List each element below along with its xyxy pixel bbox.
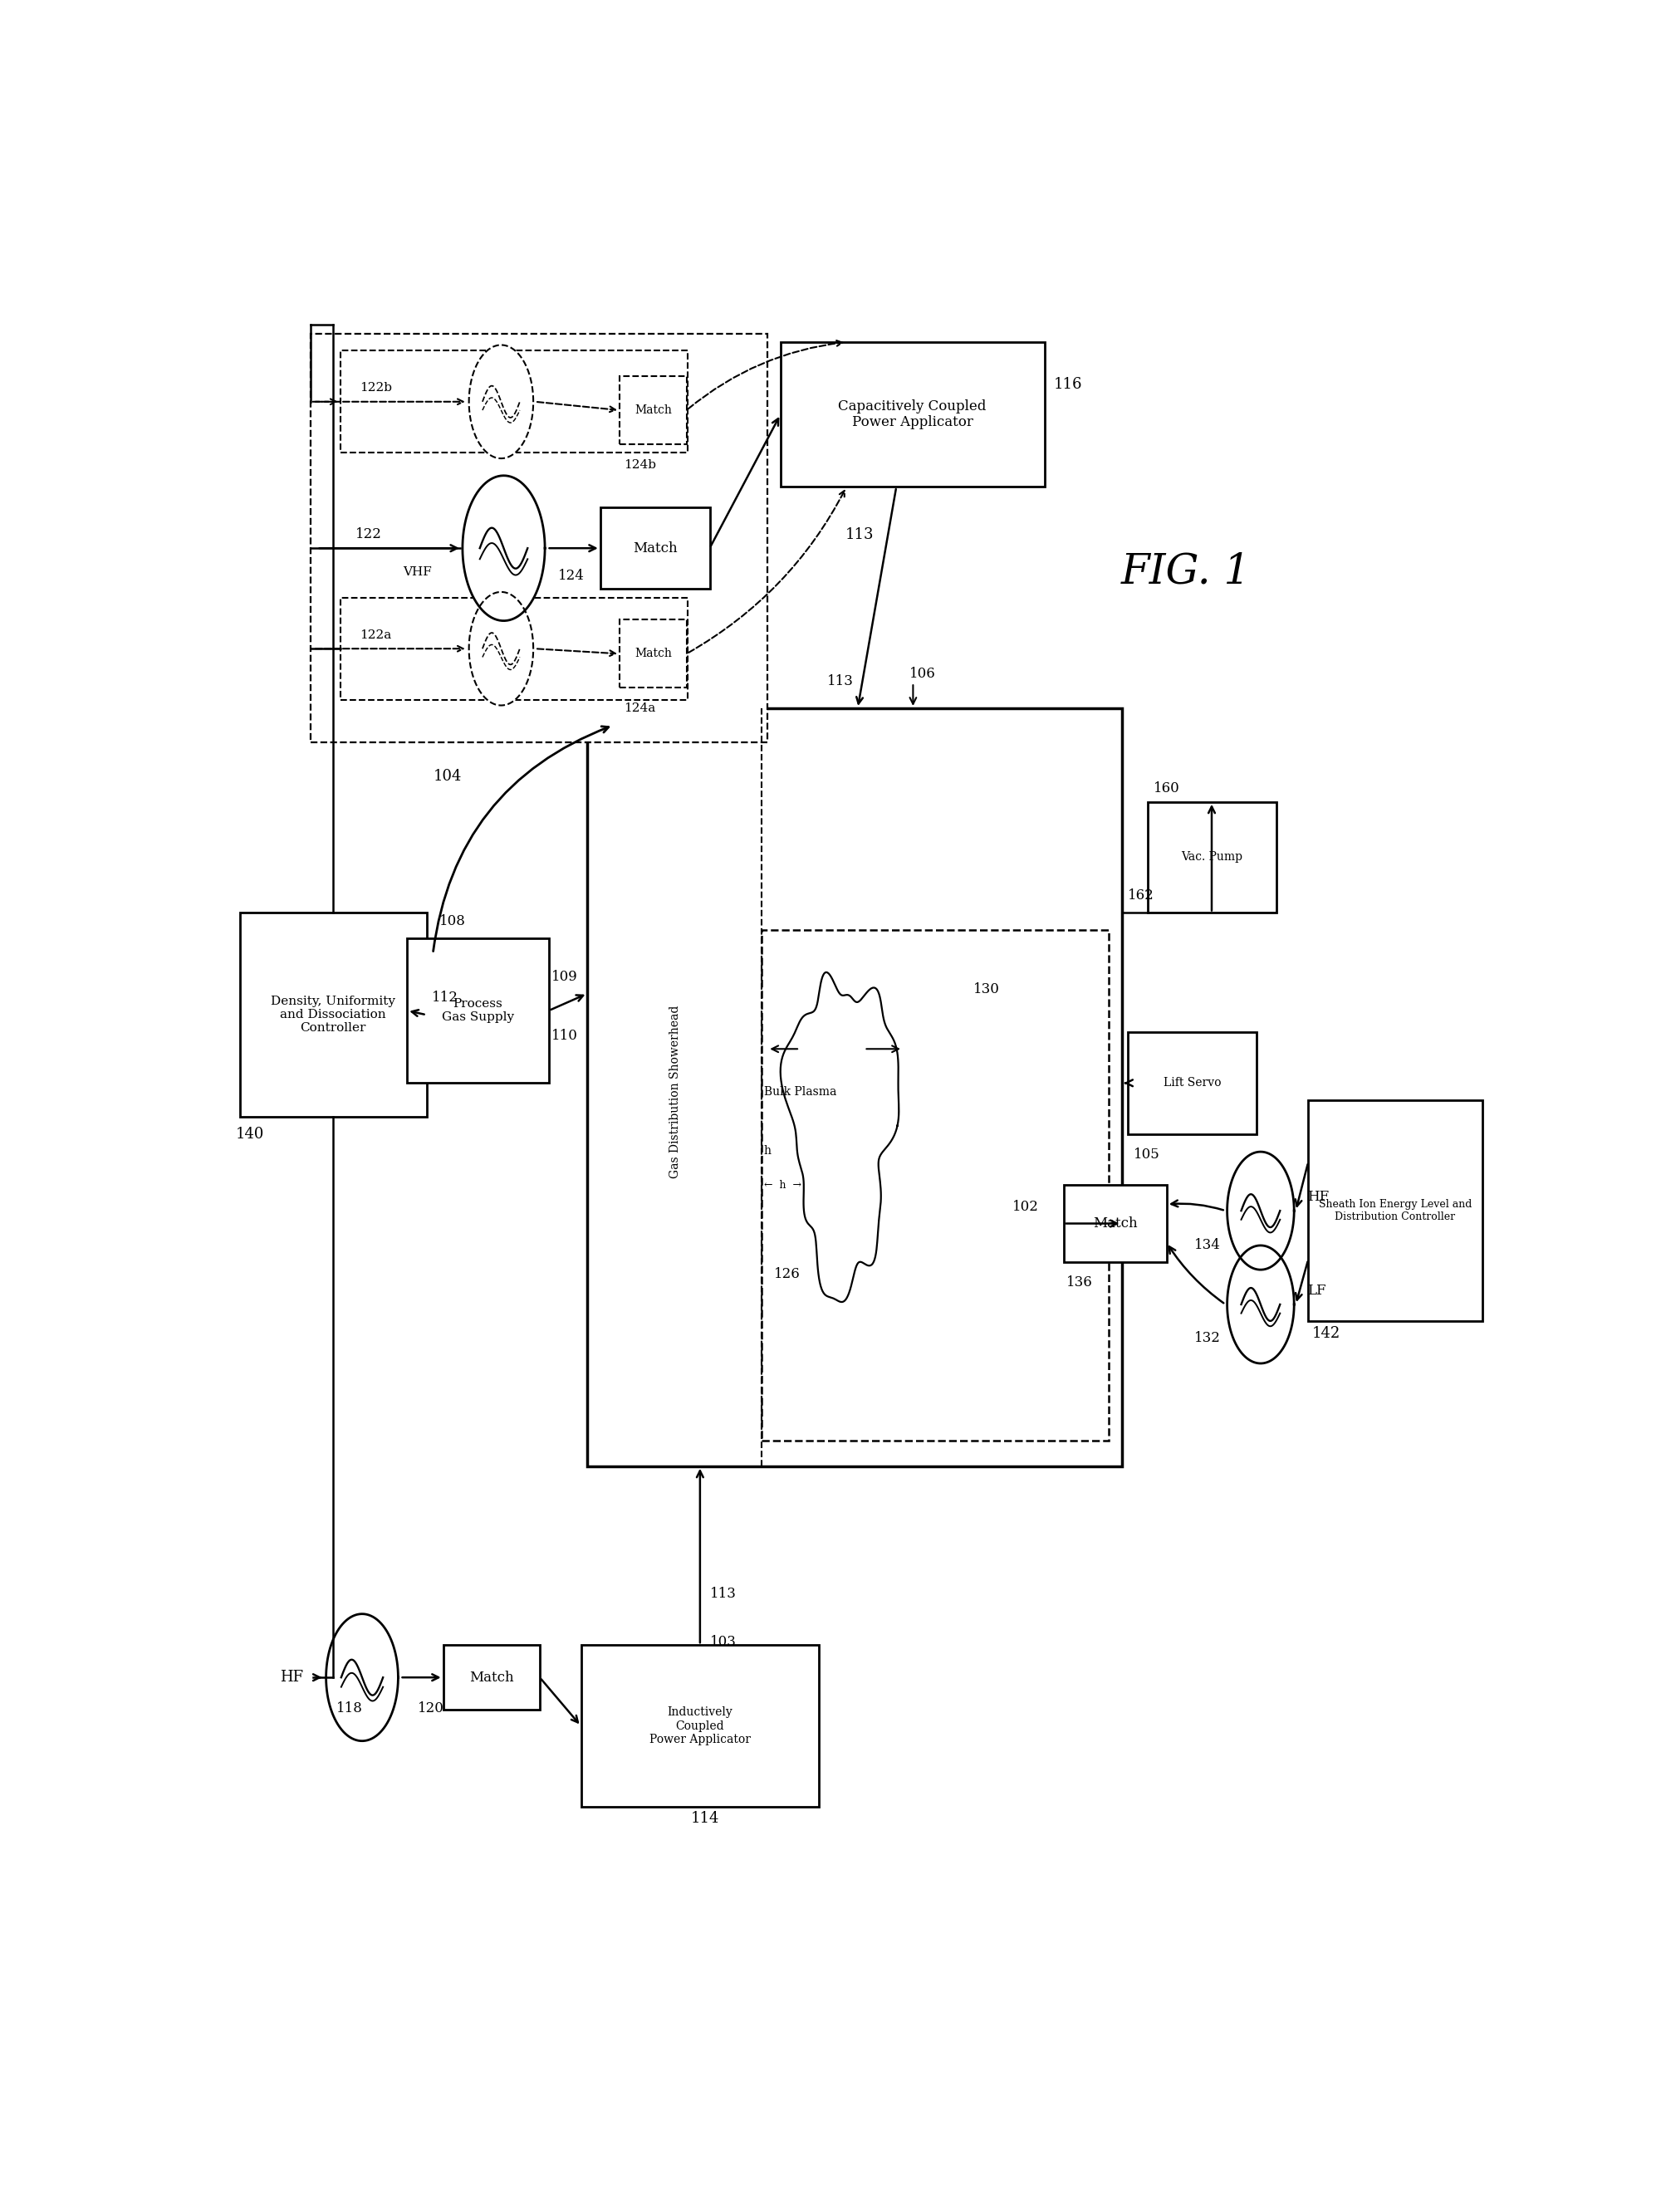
- Text: Vac. Pump: Vac. Pump: [1181, 852, 1242, 863]
- Polygon shape: [326, 1615, 399, 1741]
- Text: 142: 142: [1312, 1325, 1340, 1340]
- Text: 124: 124: [558, 568, 585, 582]
- Text: Process
Gas Supply: Process Gas Supply: [442, 998, 515, 1024]
- Text: 122b: 122b: [359, 383, 392, 394]
- Text: 124a: 124a: [623, 703, 654, 714]
- Text: 103: 103: [711, 1635, 737, 1648]
- Text: 120: 120: [417, 1701, 443, 1714]
- Text: 134: 134: [1194, 1239, 1221, 1252]
- FancyBboxPatch shape: [620, 376, 686, 445]
- Text: Match: Match: [468, 1670, 513, 1686]
- FancyBboxPatch shape: [1309, 1099, 1482, 1321]
- Polygon shape: [781, 973, 899, 1303]
- Polygon shape: [462, 476, 545, 622]
- Text: Bulk Plasma: Bulk Plasma: [764, 1086, 835, 1097]
- Text: Match: Match: [633, 542, 678, 555]
- Text: Match: Match: [635, 648, 671, 659]
- FancyBboxPatch shape: [443, 1646, 540, 1710]
- Text: 126: 126: [774, 1267, 801, 1281]
- Text: 136: 136: [1066, 1274, 1093, 1290]
- FancyBboxPatch shape: [311, 334, 767, 743]
- Text: 106: 106: [909, 668, 935, 681]
- Text: 113: 113: [845, 526, 874, 542]
- Text: 116: 116: [1053, 378, 1081, 392]
- Text: 113: 113: [711, 1586, 737, 1601]
- Text: 113: 113: [827, 675, 854, 688]
- Text: Match: Match: [1093, 1217, 1138, 1230]
- Text: 160: 160: [1154, 781, 1179, 796]
- Text: HF: HF: [1307, 1190, 1329, 1203]
- Text: Match: Match: [635, 405, 671, 416]
- FancyBboxPatch shape: [600, 507, 709, 588]
- Text: FIG. 1: FIG. 1: [1121, 551, 1251, 593]
- Text: ←  h  →: ← h →: [764, 1179, 801, 1190]
- Text: 122a: 122a: [359, 628, 392, 641]
- Text: LF: LF: [1307, 1283, 1325, 1298]
- Text: 105: 105: [1133, 1148, 1159, 1161]
- FancyBboxPatch shape: [1128, 1031, 1257, 1135]
- Text: 102: 102: [1012, 1199, 1038, 1214]
- FancyBboxPatch shape: [341, 597, 688, 699]
- Text: 130: 130: [973, 982, 1000, 995]
- Text: Capacitively Coupled
Power Applicator: Capacitively Coupled Power Applicator: [839, 400, 987, 429]
- Polygon shape: [468, 593, 533, 706]
- Text: 114: 114: [691, 1812, 719, 1827]
- Text: 110: 110: [551, 1029, 578, 1044]
- FancyBboxPatch shape: [581, 1646, 819, 1807]
- FancyBboxPatch shape: [341, 349, 688, 453]
- Text: 109: 109: [551, 969, 578, 984]
- FancyBboxPatch shape: [588, 708, 1121, 1467]
- FancyBboxPatch shape: [781, 343, 1045, 487]
- Text: 132: 132: [1194, 1332, 1221, 1345]
- FancyBboxPatch shape: [620, 619, 686, 688]
- FancyBboxPatch shape: [1063, 1186, 1166, 1261]
- Text: HF: HF: [279, 1670, 302, 1686]
- Text: Inductively
Coupled
Power Applicator: Inductively Coupled Power Applicator: [649, 1708, 751, 1745]
- Text: 162: 162: [1128, 889, 1154, 902]
- Text: 118: 118: [336, 1701, 362, 1714]
- Text: Sheath Ion Energy Level and
Distribution Controller: Sheath Ion Energy Level and Distribution…: [1319, 1199, 1472, 1223]
- Polygon shape: [468, 345, 533, 458]
- Text: Density, Uniformity
and Dissociation
Controller: Density, Uniformity and Dissociation Con…: [271, 995, 395, 1035]
- Text: 112: 112: [432, 991, 458, 1004]
- Text: 124b: 124b: [623, 458, 656, 471]
- Text: 140: 140: [236, 1126, 264, 1141]
- Text: 108: 108: [439, 914, 465, 929]
- Text: VHF: VHF: [404, 566, 432, 577]
- Text: Gas Distribution Showerhead: Gas Distribution Showerhead: [669, 1004, 681, 1179]
- FancyBboxPatch shape: [407, 938, 548, 1084]
- Polygon shape: [1227, 1245, 1294, 1363]
- FancyBboxPatch shape: [1148, 803, 1276, 914]
- Text: Lift Servo: Lift Servo: [1163, 1077, 1221, 1088]
- FancyBboxPatch shape: [761, 929, 1110, 1440]
- Text: 104: 104: [434, 770, 462, 783]
- Text: 122: 122: [355, 526, 382, 542]
- Polygon shape: [1227, 1152, 1294, 1270]
- FancyBboxPatch shape: [239, 914, 427, 1117]
- Text: h: h: [764, 1146, 771, 1157]
